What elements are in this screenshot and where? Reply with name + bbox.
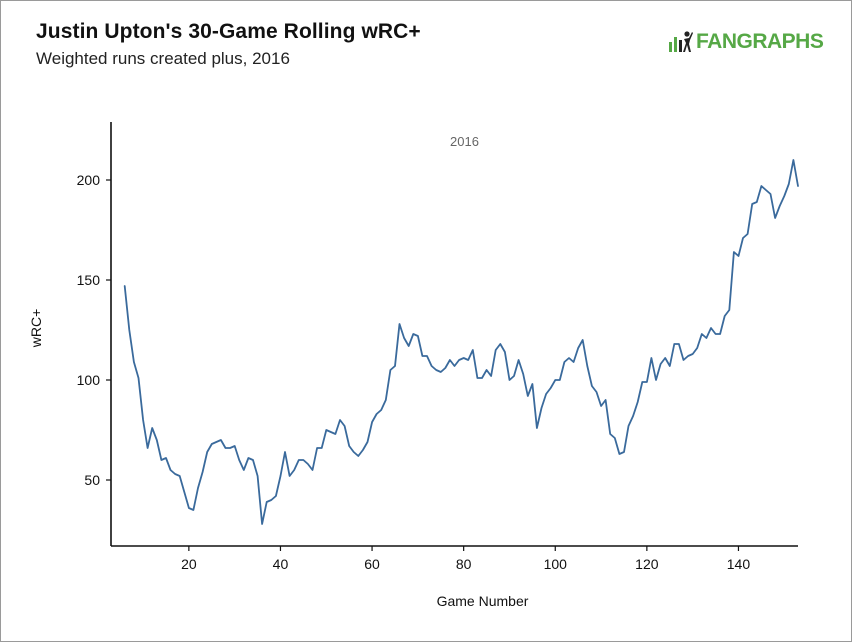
- x-tick-label: 40: [273, 556, 289, 572]
- x-tick-label: 100: [544, 556, 568, 572]
- series: [123, 159, 799, 525]
- fangraphs-logo-icon: [669, 31, 693, 52]
- series-line: [123, 159, 799, 525]
- y-tick-label: 200: [77, 172, 101, 188]
- x-tick-label: 120: [635, 556, 659, 572]
- x-tick-label: 20: [181, 556, 197, 572]
- ticks: 20 40 60 80 100 120 140 50 100 150 200: [77, 172, 751, 572]
- y-axis-label: wRC+: [28, 309, 44, 349]
- chart-subtitle: Weighted runs created plus, 2016: [36, 49, 290, 68]
- x-tick-label: 60: [364, 556, 380, 572]
- axes: [110, 122, 798, 547]
- y-tick-label: 150: [77, 272, 101, 288]
- x-tick-label: 80: [456, 556, 472, 572]
- chart-title: Justin Upton's 30-Game Rolling wRC+: [36, 20, 421, 43]
- facet-label: 2016: [450, 134, 479, 149]
- x-axis-label: Game Number: [437, 593, 529, 609]
- fangraphs-logo: FANGRAPHS: [668, 29, 824, 55]
- y-tick-label: 50: [84, 472, 100, 488]
- fangraphs-logo-text: FANGRAPHS: [696, 30, 824, 53]
- x-tick-label: 140: [727, 556, 751, 572]
- y-tick-label: 100: [77, 372, 101, 388]
